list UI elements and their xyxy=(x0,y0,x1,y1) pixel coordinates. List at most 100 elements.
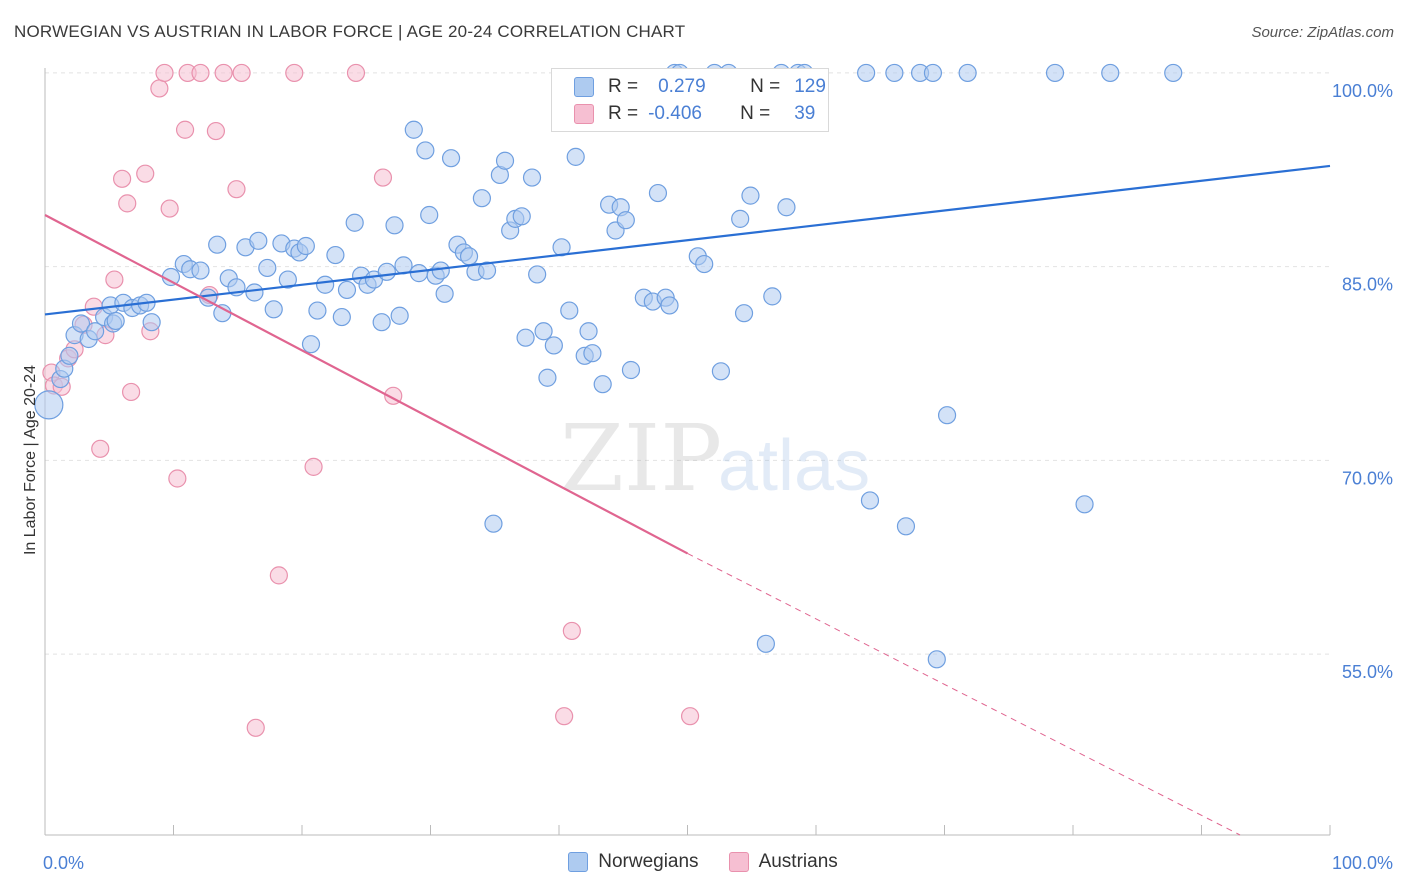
data-point xyxy=(472,189,491,208)
legend-label-norwegians: Norwegians xyxy=(598,851,699,872)
data-point xyxy=(420,205,439,225)
data-point xyxy=(562,621,581,641)
gridlines xyxy=(45,72,1330,655)
chart-title: NORWEGIAN VS AUSTRIAN IN LABOR FORCE | A… xyxy=(14,22,686,41)
data-point xyxy=(857,63,876,83)
data-point xyxy=(245,283,264,302)
data-point xyxy=(296,236,315,256)
watermark: ZIP atlas xyxy=(560,405,870,512)
data-point xyxy=(34,390,64,420)
data-point xyxy=(416,141,435,160)
data-point xyxy=(616,211,635,230)
data-point xyxy=(191,261,210,280)
data-point xyxy=(621,360,641,380)
data-point xyxy=(734,304,754,323)
r-value: 0.279 xyxy=(658,76,706,97)
data-point xyxy=(522,168,542,187)
legend-label-austrians: Austrians xyxy=(758,851,838,872)
norwegians-legend-swatch xyxy=(568,852,589,872)
data-point xyxy=(404,120,423,139)
data-point xyxy=(346,63,366,83)
data-point xyxy=(566,147,585,166)
data-point xyxy=(958,63,977,83)
data-point xyxy=(308,301,327,320)
data-point xyxy=(258,258,277,278)
watermark-zip: ZIP xyxy=(560,405,722,512)
data-point xyxy=(264,300,283,319)
data-point xyxy=(112,169,132,188)
data-point xyxy=(534,322,553,341)
data-point xyxy=(927,650,946,669)
norwegians-points xyxy=(34,63,1183,669)
data-point xyxy=(896,517,916,536)
y-tick-label: 70.0% xyxy=(1342,468,1393,488)
data-point xyxy=(923,63,943,83)
data-point xyxy=(763,287,782,306)
austrians-legend-swatch xyxy=(728,852,749,872)
legend-item-norwegians: Norwegians xyxy=(568,851,699,873)
data-point xyxy=(484,514,503,533)
data-point xyxy=(345,213,364,232)
data-point xyxy=(372,313,391,332)
norwegians-swatch xyxy=(574,77,594,97)
n-label: N = xyxy=(750,76,781,97)
r-label: R = xyxy=(608,103,639,124)
y-tick-label: 55.0% xyxy=(1342,662,1393,682)
data-point xyxy=(142,313,161,332)
data-point xyxy=(435,284,454,303)
data-point xyxy=(214,63,233,83)
trend-lines xyxy=(44,164,1331,836)
data-point xyxy=(495,151,515,170)
data-point xyxy=(560,301,579,320)
data-point xyxy=(441,149,461,168)
data-point xyxy=(337,280,357,300)
data-point xyxy=(885,63,904,83)
n-label: N = xyxy=(740,103,771,124)
data-point xyxy=(512,207,531,226)
data-point xyxy=(555,707,574,726)
data-point xyxy=(304,457,323,476)
data-point xyxy=(741,186,760,205)
data-point xyxy=(648,183,668,203)
data-point xyxy=(1075,495,1094,514)
r-value: -0.406 xyxy=(648,103,702,124)
y-axis-label: In Labor Force | Age 20-24 xyxy=(22,365,39,555)
x-tick-label: 100.0% xyxy=(1332,853,1393,873)
stats-row-austrians: R = -0.406 N = 39 xyxy=(574,101,815,127)
data-point xyxy=(246,718,265,737)
data-point xyxy=(756,634,775,653)
data-point xyxy=(191,63,210,83)
data-point xyxy=(377,262,396,281)
data-point xyxy=(91,439,110,458)
data-point xyxy=(227,180,246,199)
data-point xyxy=(373,168,393,187)
tick-labels: 100.0% 85.0% 70.0% 55.0% 0.0% 100.0% xyxy=(43,81,1393,873)
trend-line xyxy=(687,552,1241,836)
data-point xyxy=(431,261,450,280)
data-point xyxy=(105,270,124,289)
data-point xyxy=(544,336,563,355)
data-point xyxy=(86,322,105,341)
data-point xyxy=(175,120,195,139)
x-tick-label: 0.0% xyxy=(43,853,84,873)
data-point xyxy=(777,198,796,217)
n-value: 129 xyxy=(794,76,826,97)
data-point xyxy=(208,235,227,254)
stats-legend: R = 0.279 N = 129 R = -0.406 N = 39 xyxy=(551,68,829,132)
data-point xyxy=(593,375,612,394)
data-point xyxy=(731,209,750,228)
watermark-atlas: atlas xyxy=(718,426,870,506)
y-tick-label: 100.0% xyxy=(1332,81,1393,101)
data-point xyxy=(385,216,404,235)
data-point xyxy=(121,382,141,402)
stats-row-norwegians: R = 0.279 N = 129 xyxy=(574,74,826,100)
data-point xyxy=(477,261,497,280)
austrians-swatch xyxy=(574,104,594,124)
data-point xyxy=(326,245,345,265)
data-point xyxy=(155,63,174,83)
legend-item-austrians: Austrians xyxy=(728,851,838,873)
data-point xyxy=(409,264,429,283)
data-point xyxy=(206,121,226,141)
data-point xyxy=(583,344,602,363)
